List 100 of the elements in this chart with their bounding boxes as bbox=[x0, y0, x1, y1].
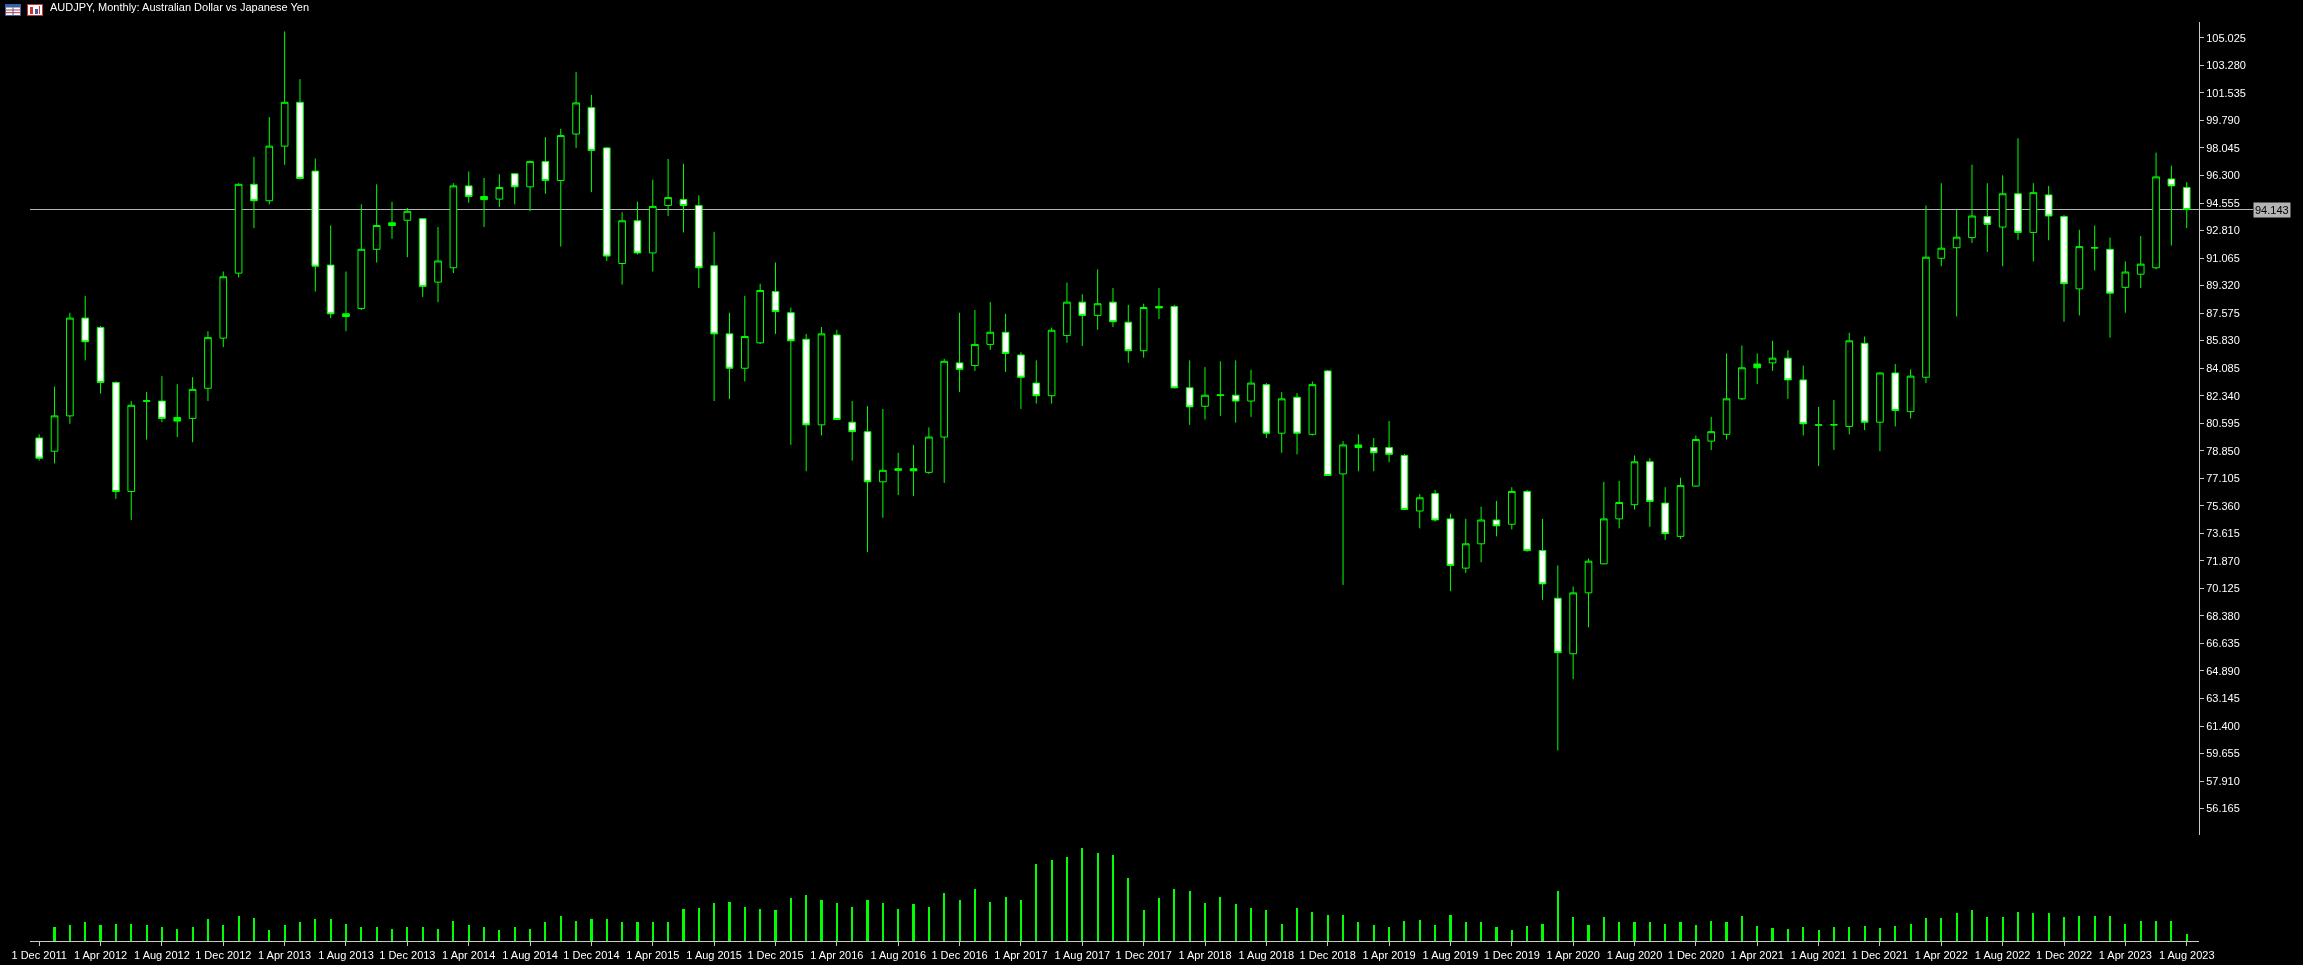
bar bbox=[1004, 897, 1007, 941]
candlestick bbox=[280, 30, 289, 166]
bar bbox=[1556, 891, 1559, 941]
y-tick-label: 85.830 bbox=[2206, 334, 2240, 347]
candlestick bbox=[1001, 313, 1010, 373]
candlestick bbox=[1032, 359, 1041, 405]
bar bbox=[1096, 853, 1099, 941]
candlestick bbox=[81, 295, 90, 361]
bar bbox=[713, 903, 716, 941]
candlestick bbox=[1308, 380, 1317, 436]
candlestick bbox=[1354, 433, 1363, 472]
candlestick bbox=[510, 172, 519, 205]
bar bbox=[1142, 910, 1145, 941]
candlestick bbox=[188, 376, 197, 443]
bar bbox=[1265, 910, 1268, 941]
bar bbox=[881, 903, 884, 941]
candlestick bbox=[418, 217, 427, 298]
candlestick bbox=[587, 94, 596, 193]
candlestick bbox=[1262, 382, 1271, 439]
bar bbox=[743, 906, 746, 941]
candlestick bbox=[955, 312, 964, 393]
bar bbox=[958, 900, 961, 941]
x-tick-label: 1 Dec 2017 bbox=[1115, 949, 1172, 962]
bar bbox=[314, 918, 317, 941]
bar bbox=[176, 928, 179, 941]
candlestick bbox=[2136, 235, 2145, 289]
y-tick-label: 103.280 bbox=[2206, 59, 2246, 72]
x-tick-label: 1 Aug 2017 bbox=[1054, 949, 1111, 962]
candlestick bbox=[971, 309, 979, 372]
candlestick bbox=[234, 182, 243, 278]
candlestick bbox=[1738, 345, 1746, 401]
bar bbox=[774, 910, 777, 941]
candlestick bbox=[710, 231, 718, 402]
bar bbox=[344, 924, 348, 941]
candlestick bbox=[1569, 586, 1577, 680]
candlestick bbox=[1707, 416, 1716, 451]
bar bbox=[1495, 927, 1498, 941]
candlestick bbox=[648, 179, 657, 273]
candlestick bbox=[787, 307, 795, 446]
bar bbox=[1510, 929, 1513, 941]
bar bbox=[421, 927, 424, 941]
candlestick bbox=[1431, 489, 1439, 523]
bar bbox=[1802, 927, 1805, 941]
bar bbox=[759, 908, 762, 941]
candlestick bbox=[1109, 287, 1117, 328]
candlestick bbox=[1139, 303, 1148, 359]
y-tick-label: 73.615 bbox=[2206, 527, 2240, 540]
bar bbox=[1035, 864, 1038, 941]
bar bbox=[130, 924, 133, 941]
candlestick bbox=[173, 383, 182, 438]
candlestick bbox=[1891, 363, 1900, 427]
bar bbox=[160, 927, 163, 941]
candlestick bbox=[1155, 287, 1163, 320]
candlestick bbox=[1799, 365, 1808, 436]
x-tick-label: 1 Aug 2012 bbox=[134, 949, 190, 962]
x-tick-label: 1 Apr 2012 bbox=[73, 949, 128, 962]
candlestick bbox=[1676, 477, 1685, 540]
bar bbox=[1679, 922, 1682, 941]
candlestick bbox=[1063, 282, 1071, 344]
candlestick bbox=[1446, 513, 1455, 592]
bar bbox=[1817, 929, 1820, 941]
bar bbox=[1878, 928, 1882, 941]
candlestick bbox=[909, 444, 918, 497]
bar bbox=[1771, 928, 1774, 941]
x-tick-label: 1 Aug 2021 bbox=[1790, 949, 1847, 962]
bar bbox=[989, 902, 992, 941]
candlestick bbox=[1078, 293, 1087, 347]
bar bbox=[436, 928, 440, 941]
bar bbox=[575, 920, 578, 941]
y-tick-label: 101.535 bbox=[2206, 86, 2246, 99]
x-tick-label: 1 Dec 2014 bbox=[563, 949, 620, 962]
bar bbox=[1955, 913, 1958, 941]
candlestick bbox=[96, 325, 105, 395]
candlestick bbox=[1492, 500, 1501, 537]
bar bbox=[1111, 854, 1115, 941]
bar bbox=[452, 920, 455, 941]
y-tick-label: 70.125 bbox=[2206, 582, 2240, 595]
bar bbox=[283, 925, 286, 941]
bar bbox=[651, 922, 654, 941]
candlestick bbox=[1860, 336, 1869, 431]
bar bbox=[329, 918, 332, 941]
candlestick bbox=[848, 400, 857, 462]
x-tick-label: 1 Aug 2014 bbox=[502, 949, 558, 962]
bar bbox=[1970, 910, 1974, 941]
bar bbox=[1633, 922, 1636, 941]
candlestick bbox=[894, 452, 903, 496]
candlestick bbox=[1339, 440, 1347, 586]
candlestick bbox=[2182, 181, 2191, 229]
bar bbox=[99, 925, 102, 941]
bar bbox=[1188, 891, 1191, 941]
y-tick-label: 71.870 bbox=[2206, 554, 2240, 567]
bar bbox=[513, 927, 516, 941]
candlestick bbox=[833, 329, 841, 421]
bar bbox=[1572, 916, 1575, 941]
x-tick-label: 1 Dec 2019 bbox=[1483, 949, 1540, 962]
x-tick-label: 1 Aug 2018 bbox=[1238, 949, 1295, 962]
bar bbox=[1173, 889, 1176, 941]
bar bbox=[1909, 924, 1912, 941]
y-tick-label: 105.025 bbox=[2206, 31, 2246, 44]
ref-line-label: 94.143 bbox=[2255, 204, 2289, 216]
